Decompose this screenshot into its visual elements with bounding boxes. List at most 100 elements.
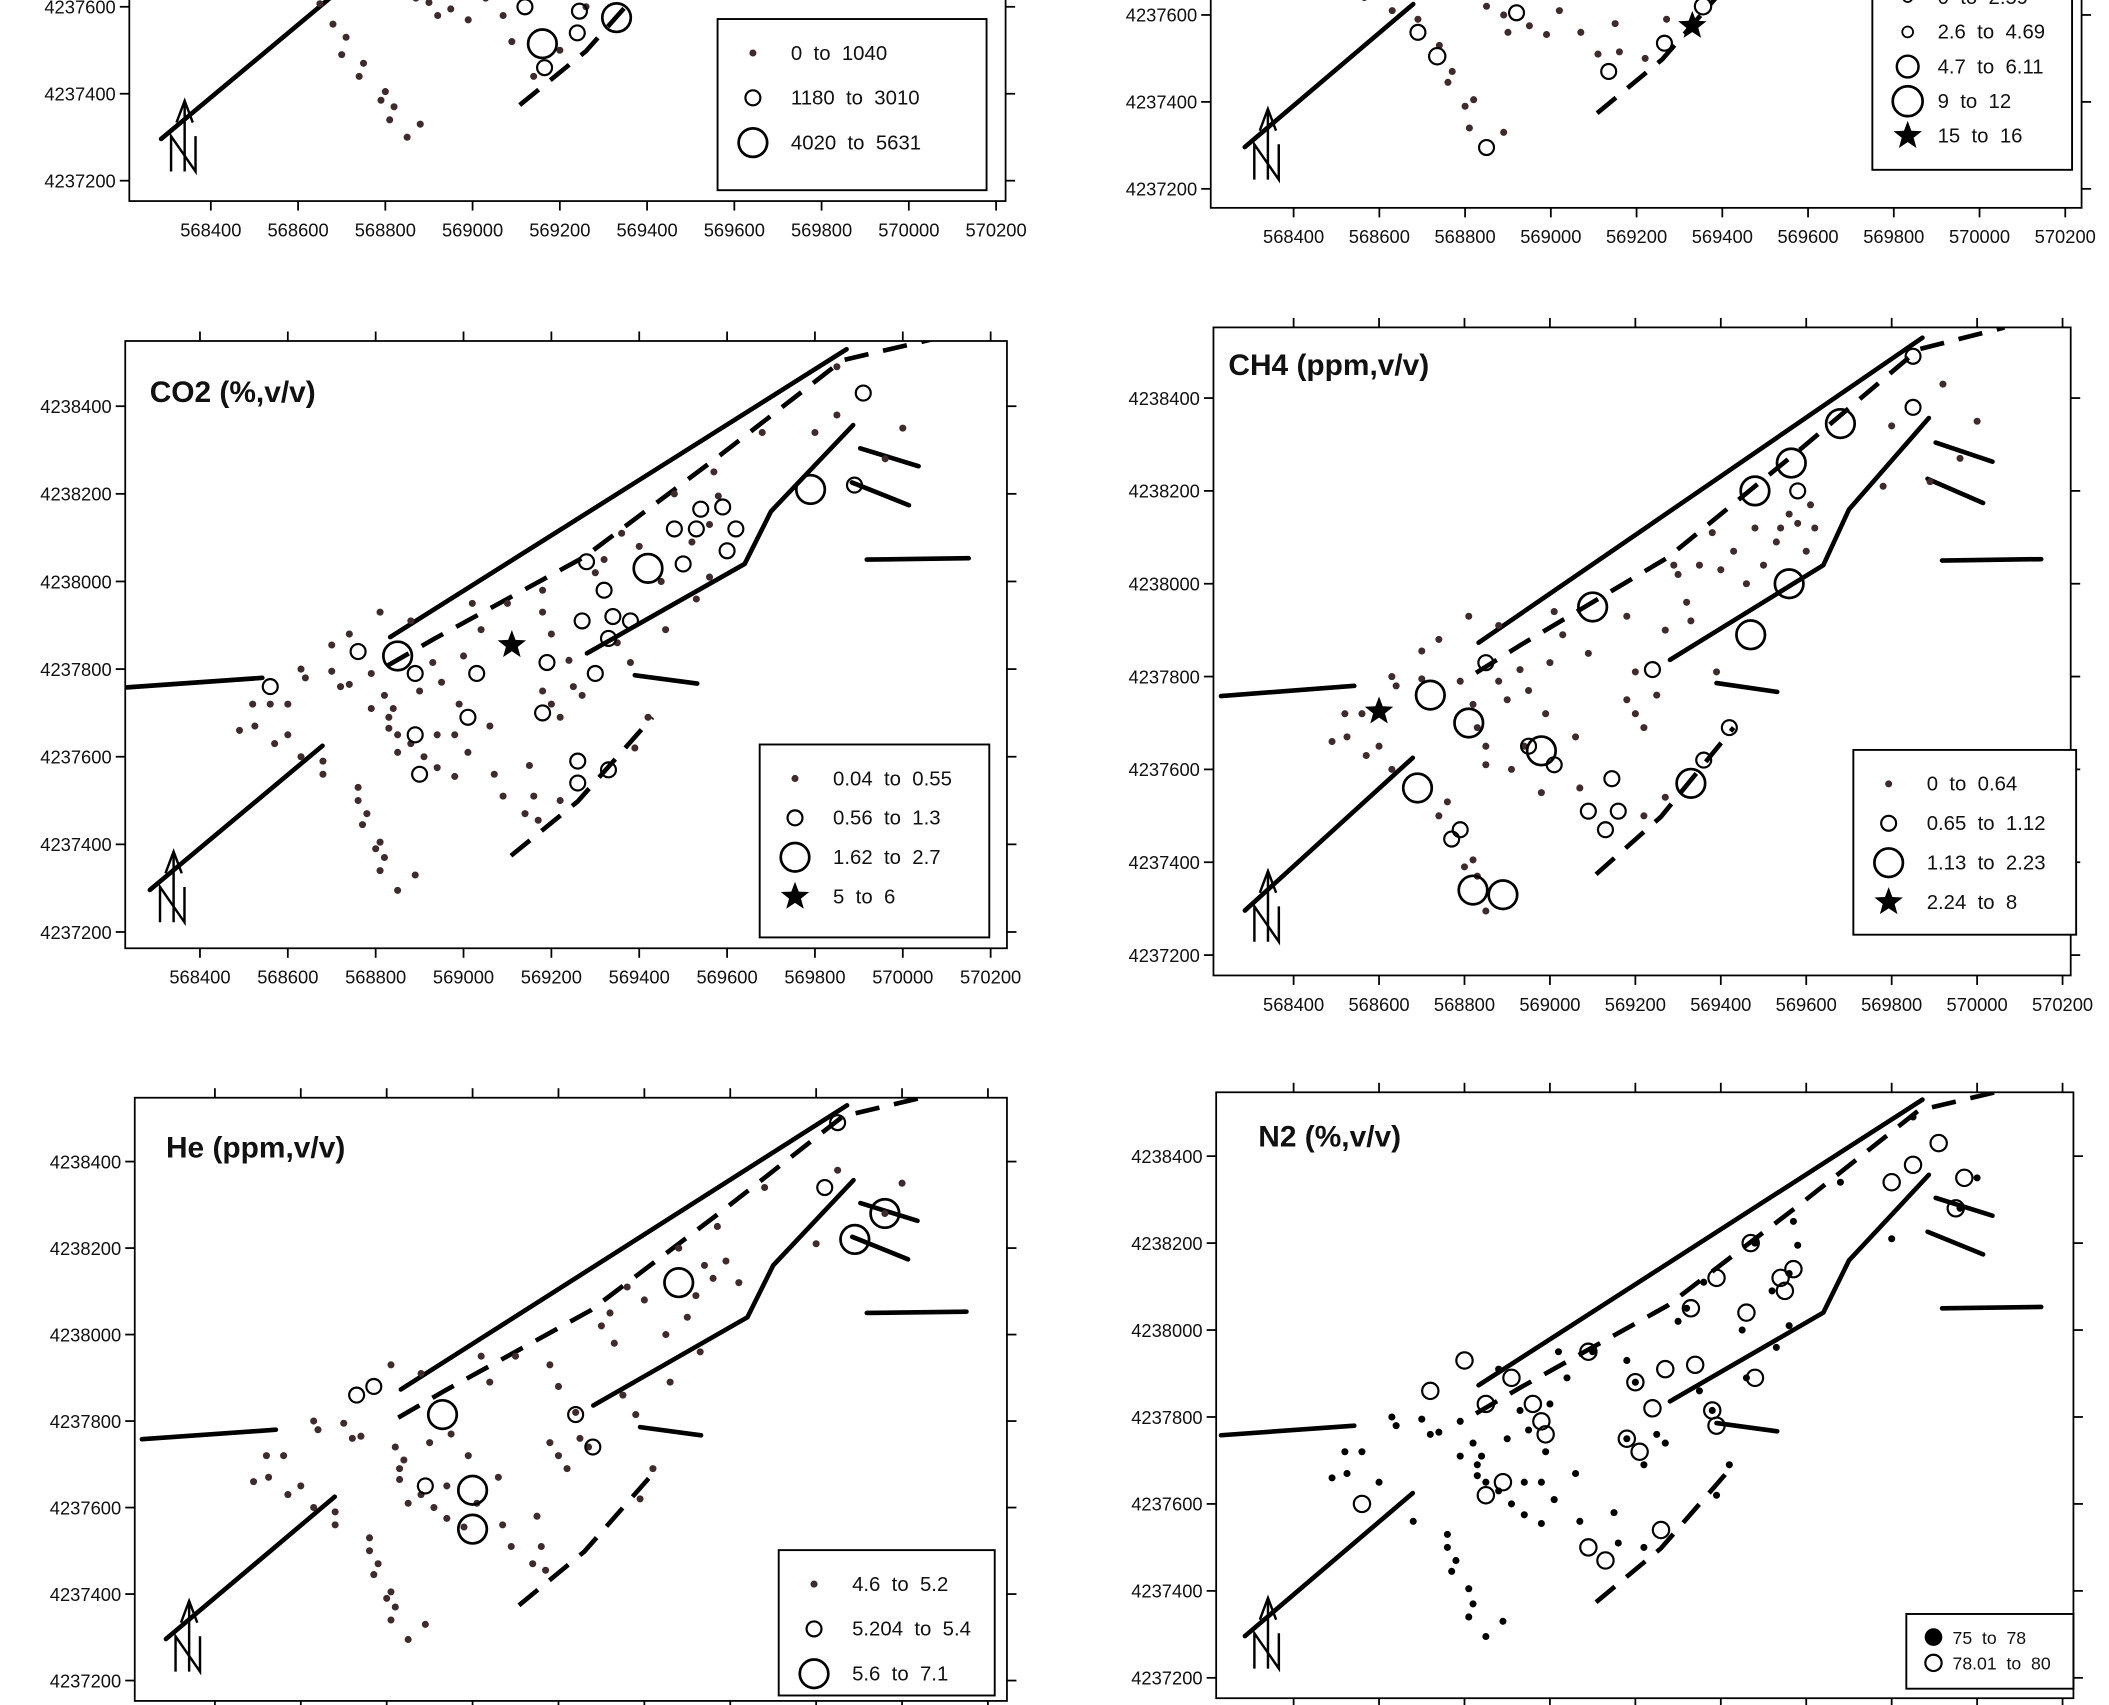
data-dot <box>533 1512 541 1520</box>
data-dot <box>380 691 388 699</box>
data-dot <box>626 658 634 667</box>
data-dot <box>381 88 389 96</box>
data-circle-medium <box>1630 1442 1649 1462</box>
data-dot <box>636 1495 644 1503</box>
legend-symbol <box>798 1658 830 1690</box>
x-tick-label: 569800 <box>1861 994 1922 1015</box>
data-dot <box>404 1635 412 1643</box>
data-circle-medium <box>1681 1299 1701 1318</box>
x-tick-label: 570200 <box>965 219 1026 240</box>
data-circle-large <box>382 640 414 672</box>
data-dot <box>709 1274 717 1282</box>
data-circle-large <box>456 1513 489 1545</box>
data-dot <box>1465 1613 1473 1621</box>
legend-label: 5 to 6 <box>833 886 895 908</box>
data-dot <box>1516 666 1524 674</box>
x-tick-label: 569000 <box>433 967 494 988</box>
data-dot <box>508 38 516 46</box>
x-tick-label: 569400 <box>616 219 677 240</box>
y-tick-label: 4237800 <box>40 659 111 680</box>
data-dot <box>1495 621 1503 630</box>
data-dot <box>547 700 555 708</box>
legend-label: 1180 to 3010 <box>791 88 920 110</box>
data-dot <box>451 731 459 739</box>
plot-area <box>158 0 635 176</box>
data-dot <box>464 16 472 24</box>
data-circle-small <box>718 542 736 560</box>
data-dot <box>1661 1439 1669 1447</box>
fault-line-solid <box>1714 680 1780 695</box>
data-dot <box>812 1240 820 1248</box>
x-tick-label: 570000 <box>1947 994 2008 1015</box>
x-tick-label: 568800 <box>355 219 416 240</box>
data-circle-small <box>567 1406 585 1424</box>
data-dot <box>1576 784 1584 792</box>
data-circle-small <box>516 0 534 16</box>
y-tick-label: 4237800 <box>50 1411 121 1432</box>
data-dot <box>1443 1530 1451 1538</box>
data-dot <box>1452 1556 1460 1564</box>
legend-symbol <box>737 127 769 159</box>
data-dot <box>297 753 305 761</box>
legend-symbol <box>1924 1653 1943 1673</box>
data-dot <box>266 700 274 708</box>
legend-label: 5.6 to 7.1 <box>852 1664 948 1686</box>
data-dot <box>1482 1478 1490 1486</box>
data-dot <box>464 748 472 756</box>
data-dot <box>1742 580 1750 588</box>
data-dot <box>761 1183 769 1192</box>
data-dot <box>1358 1448 1366 1456</box>
panel-title: N2 (%,v/v) <box>1258 1121 1401 1154</box>
data-dot <box>425 0 433 6</box>
data-dot <box>394 731 402 739</box>
data-dot <box>1507 1500 1516 1508</box>
y-tick-label: 4237400 <box>1129 852 1200 873</box>
data-dot <box>1772 538 1780 546</box>
x-tick-label: 569200 <box>1606 226 1667 247</box>
legend: 4.6 to 5.2 5.204 to 5.4 5.6 to 7.1 <box>777 1549 996 1697</box>
data-dot <box>606 1309 614 1317</box>
data-dot <box>572 1408 580 1416</box>
data-dot <box>591 569 599 577</box>
x-tick-label: 569600 <box>704 219 765 240</box>
y-tick-label: 4237200 <box>44 170 115 191</box>
data-dot <box>1392 1422 1400 1430</box>
data-dot <box>376 608 384 616</box>
data-circle-small <box>261 678 279 696</box>
data-dot <box>433 731 441 739</box>
data-dot <box>1473 1472 1481 1480</box>
data-circle-small <box>1596 821 1615 839</box>
data-circle-medium <box>1532 1412 1551 1431</box>
data-dot <box>1435 1428 1443 1436</box>
data-circle-small <box>665 520 683 538</box>
data-dot <box>310 1504 318 1512</box>
fault-line-solid <box>849 480 912 508</box>
data-dot <box>1388 1413 1396 1421</box>
data-circle-medium <box>1579 1342 1598 1362</box>
x-tick-label: 568400 <box>1263 994 1324 1015</box>
data-dot <box>1341 1448 1349 1456</box>
data-dot <box>1375 1478 1383 1486</box>
data-circle-large <box>426 1398 459 1431</box>
data-dot <box>700 1261 709 1269</box>
data-dot <box>438 678 446 686</box>
data-dot <box>354 783 362 791</box>
data-dot <box>1785 1322 1793 1330</box>
data-dot <box>460 1523 468 1531</box>
plot-frame <box>128 0 1007 202</box>
x-tick-label: 569200 <box>521 967 582 988</box>
data-dot <box>1444 78 1452 86</box>
legend-label: 2.24 to 8 <box>1927 892 2018 914</box>
data-dot <box>447 1430 455 1438</box>
data-dot <box>367 669 375 678</box>
data-circle-medium <box>1617 1429 1637 1448</box>
legend: 0 to 1040 1180 to 3010 4020 to 5631 <box>716 18 988 192</box>
data-circle-medium <box>1493 1472 1513 1492</box>
data-circle-medium <box>1955 1168 1974 1188</box>
legend-label: 2.6 to 4.69 <box>1938 22 2046 44</box>
data-dot <box>251 722 259 730</box>
data-circle-large <box>632 552 664 584</box>
data-dot <box>1448 67 1456 75</box>
data-dot <box>412 0 419 2</box>
